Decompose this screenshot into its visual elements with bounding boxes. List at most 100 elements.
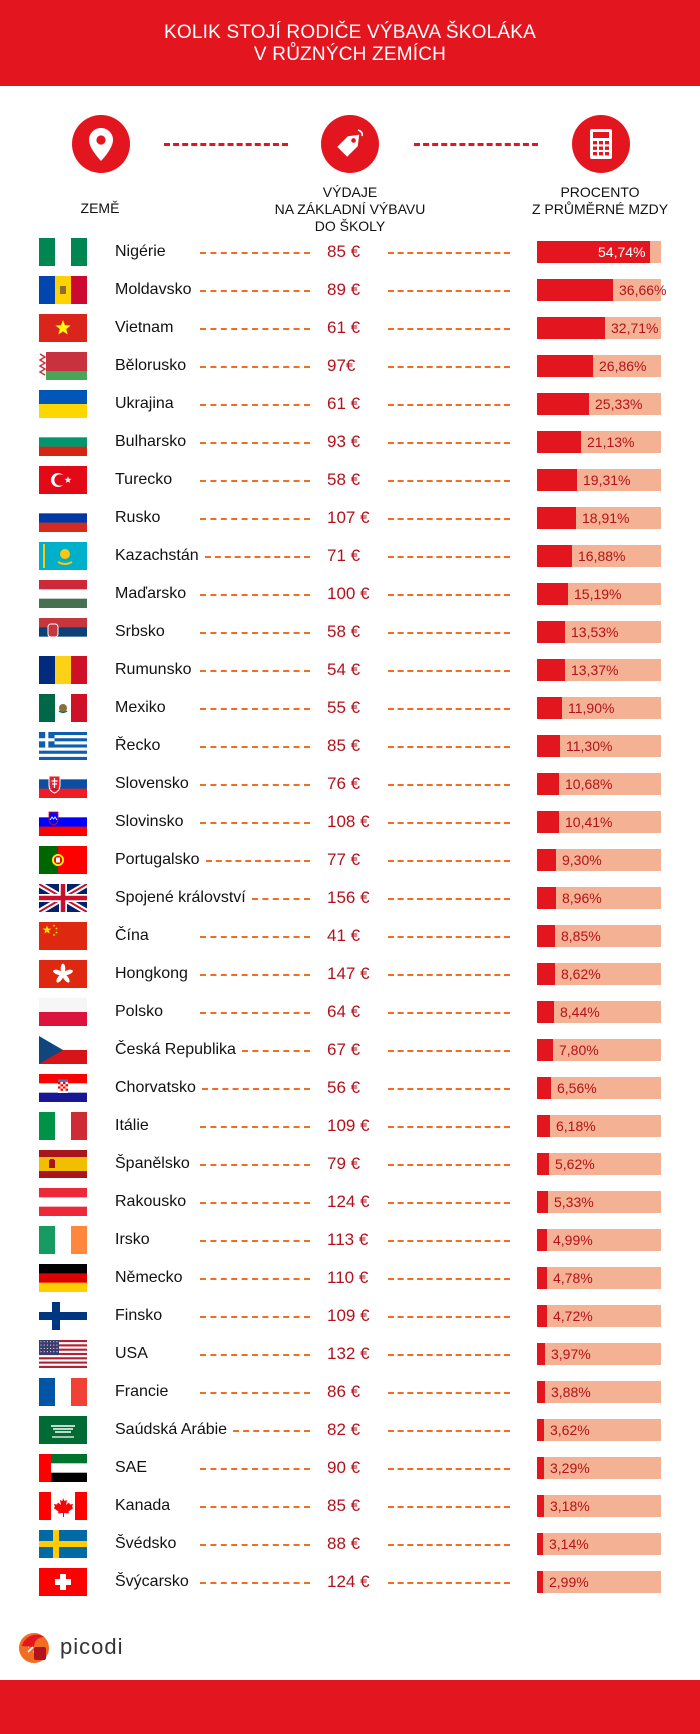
bar-track (537, 1343, 661, 1365)
percent-label: 8,96% (562, 890, 602, 906)
bar-value (537, 1381, 545, 1403)
bar-value (537, 811, 559, 833)
price-label: 77 € (327, 850, 361, 869)
bar-value (537, 887, 556, 909)
leader-line-left (200, 404, 310, 406)
leader-line-right (388, 1506, 510, 1508)
leader-line-left (200, 366, 310, 368)
bar-value (537, 1571, 543, 1593)
leader-line-left (200, 1544, 310, 1546)
country-name: Španělsko (115, 1155, 190, 1172)
country-name: Nigérie (115, 243, 166, 260)
flag-poland-icon (39, 998, 87, 1026)
leader-line-left (200, 974, 310, 976)
leader-line-right (388, 670, 510, 672)
leader-line-left (200, 822, 310, 824)
bar-value (537, 1077, 551, 1099)
flag-ireland-icon (39, 1226, 87, 1254)
flag-finland-icon (39, 1302, 87, 1330)
country-name: Chorvatsko (115, 1079, 196, 1096)
bar-value (537, 431, 581, 453)
bar-value (537, 545, 572, 567)
leader-line-left (200, 1582, 310, 1584)
flag-belarus-icon (39, 352, 87, 380)
bar-value (537, 1153, 549, 1175)
price-label: 85 € (327, 1496, 361, 1515)
leader-line-left (202, 1088, 310, 1090)
country-name: Vietnam (115, 319, 174, 336)
leader-line-right (388, 480, 510, 482)
leader-line-right (388, 898, 510, 900)
bar-track (537, 659, 661, 681)
leader-line-right (388, 404, 510, 406)
leader-line-left (200, 708, 310, 710)
leader-line-right (388, 708, 510, 710)
leader-line-right (388, 1468, 510, 1470)
percent-label: 32,71% (611, 320, 659, 336)
leader-line-left (200, 1392, 310, 1394)
percent-label: 2,99% (549, 1574, 589, 1590)
page-title-line-2: V RŮZNÝCH ZEMÍCH (253, 44, 447, 65)
country-name: Hongkong (115, 965, 188, 982)
leader-line-left (200, 1164, 310, 1166)
price-label: 100 € (327, 584, 370, 603)
leader-line-left (200, 290, 310, 292)
leader-line-right (388, 746, 510, 748)
bar-track (537, 849, 661, 871)
bar-track (537, 1153, 661, 1175)
percent-label: 10,41% (565, 814, 613, 830)
country-name: Maďarsko (115, 585, 187, 602)
country-name: Rakousko (115, 1193, 187, 1210)
leader-line-left (200, 252, 310, 254)
calculator-icon (572, 115, 630, 173)
bar-value (537, 393, 589, 415)
price-label: 54 € (327, 660, 361, 679)
price-label: 147 € (327, 964, 370, 983)
percent-label: 11,30% (566, 738, 613, 754)
page-title-line-1: KOLIK STOJÍ RODIČE VÝBAVA ŠKOLÁKA (164, 22, 536, 43)
leader-line-left (200, 328, 310, 330)
country-name: Ukrajina (115, 395, 174, 412)
flag-nigeria-icon (39, 238, 87, 266)
percent-label: 11,90% (568, 700, 615, 716)
bar-track (537, 1533, 661, 1555)
price-tag-icon (321, 115, 379, 173)
bar-value (537, 659, 565, 681)
leader-line-left (200, 1202, 310, 1204)
country-name: Čína (115, 927, 149, 944)
price-label: 41 € (327, 926, 361, 945)
bar-value (537, 1457, 544, 1479)
leader-line-right (388, 366, 510, 368)
country-name: Řecko (115, 737, 161, 754)
leader-line-right (388, 1012, 510, 1014)
bar-value (537, 621, 565, 643)
price-label: 89 € (327, 280, 361, 299)
leader-line-right (388, 1240, 510, 1242)
bar-track (537, 583, 661, 605)
header-banner: KOLIK STOJÍ RODIČE VÝBAVA ŠKOLÁKA V RŮZN… (0, 0, 700, 86)
header-divider-right (414, 143, 538, 146)
column-header-pct-1: PROCENTO (560, 184, 640, 200)
leader-line-left (200, 442, 310, 444)
country-name: SAE (115, 1459, 148, 1476)
country-name: Turecko (115, 471, 173, 488)
leader-line-left (200, 1354, 310, 1356)
leader-line-left (252, 898, 310, 900)
column-header-spend-3: DO ŠKOLY (314, 218, 386, 234)
percent-label: 4,78% (553, 1270, 593, 1286)
leader-line-left (205, 556, 310, 558)
price-label: 76 € (327, 774, 361, 793)
flag-romania-icon (39, 656, 87, 684)
country-name: Bělorusko (115, 357, 187, 374)
leader-line-right (388, 594, 510, 596)
percent-label: 21,13% (587, 434, 635, 450)
country-name: Bulharsko (115, 433, 187, 450)
flag-sweden-icon (39, 1530, 87, 1558)
bar-value (537, 241, 650, 263)
country-name: Srbsko (115, 623, 165, 640)
leader-line-right (388, 518, 510, 520)
leader-line-right (388, 1126, 510, 1128)
flag-austria-icon (39, 1188, 87, 1216)
flag-switzerland-icon (39, 1568, 87, 1596)
percent-label: 15,19% (574, 586, 622, 602)
